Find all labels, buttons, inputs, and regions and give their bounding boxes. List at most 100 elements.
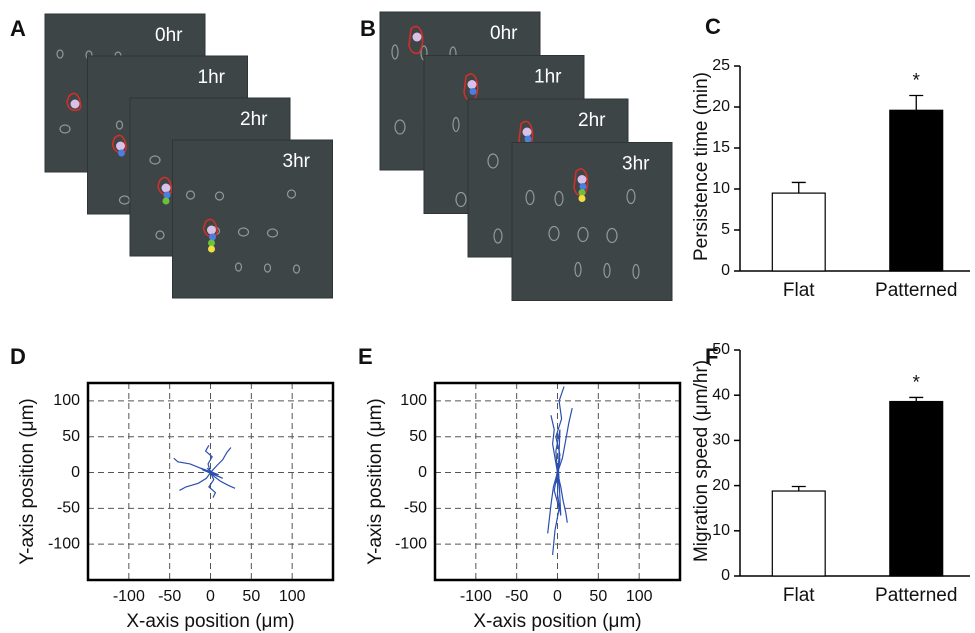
cell [266, 228, 279, 238]
time-label: 1hr [198, 67, 226, 88]
time-label: 3hr [622, 154, 650, 175]
bar [771, 192, 826, 272]
track-dot [162, 197, 170, 205]
cell [185, 190, 196, 200]
cell [237, 227, 250, 237]
cell [574, 261, 582, 278]
bar [771, 490, 826, 577]
y-tick-label: 40 [712, 386, 730, 403]
y-tick-label: 50 [409, 428, 427, 445]
panel-label: B [360, 16, 376, 41]
plot-frame [86, 381, 335, 582]
track-dot [579, 183, 587, 190]
panel-label: D [10, 344, 26, 369]
cell [452, 116, 460, 133]
cell [263, 263, 272, 273]
y-tick-label: 0 [721, 262, 730, 279]
trajectory [179, 472, 211, 491]
x-tick-label: -100 [113, 588, 145, 605]
track-dot [207, 225, 216, 235]
micrograph-frame [172, 139, 333, 299]
track-dot [412, 32, 422, 42]
time-label: 0hr [490, 23, 518, 44]
time-label: 3hr [283, 151, 311, 172]
cell [606, 227, 618, 244]
cell [149, 155, 161, 165]
x-axis-label: X-axis position (μm) [473, 611, 641, 632]
track-dot [524, 135, 532, 143]
track-dot [161, 183, 171, 193]
cell [292, 264, 301, 274]
track-dot [577, 175, 587, 184]
y-tick-label: 15 [712, 139, 730, 156]
trajectory [555, 429, 562, 516]
y-tick-label: 0 [721, 567, 730, 584]
x-tick-label: 100 [626, 588, 653, 605]
y-tick-label: -100 [48, 535, 80, 552]
cell-outline [408, 25, 424, 55]
track-dot [70, 99, 80, 109]
y-tick-label: 10 [712, 180, 730, 197]
error-bar [909, 396, 924, 402]
x-tick-label: 100 [279, 588, 306, 605]
cell [214, 191, 225, 201]
cell [155, 230, 165, 240]
y-tick-label: 10 [712, 522, 730, 539]
track-dot [118, 149, 125, 157]
y-tick-label: 0 [71, 464, 80, 481]
cell [455, 191, 467, 208]
cell [603, 262, 611, 279]
error-bar [791, 485, 806, 492]
time-label: 2hr [578, 110, 606, 131]
cell [577, 226, 589, 243]
trajectory [550, 415, 559, 473]
cell [59, 124, 71, 134]
trajectory [547, 472, 559, 534]
track-dot [209, 233, 216, 241]
x-tick-label: Flat [783, 585, 815, 606]
y-tick-label: -100 [395, 535, 427, 552]
cell [487, 153, 499, 169]
cell [626, 188, 636, 205]
trajectory [555, 386, 565, 473]
y-axis-label: Y-axis position (μm) [17, 398, 38, 565]
x-tick-label: Patterned [875, 280, 957, 301]
x-tick-label: -50 [158, 588, 181, 605]
track-dot [467, 80, 477, 89]
panel-label: E [358, 344, 373, 369]
time-label: 0hr [155, 25, 183, 46]
y-tick-label: 20 [712, 477, 730, 494]
cell [493, 228, 503, 244]
y-axis-label: Y-axis position (μm) [365, 398, 386, 565]
y-tick-label: 0 [418, 464, 427, 481]
trajectory [210, 447, 232, 473]
x-tick-label: Patterned [875, 585, 957, 606]
y-tick-label: 30 [712, 432, 730, 449]
time-label: 1hr [534, 67, 562, 88]
error-bar [909, 94, 924, 111]
trajectory [556, 407, 573, 473]
cell-outline [573, 168, 589, 197]
plot-frame [433, 381, 682, 582]
x-tick-label: -100 [460, 588, 492, 605]
trajectory [200, 467, 223, 479]
y-tick-label: 50 [712, 341, 730, 358]
y-tick-label: 20 [712, 98, 730, 115]
x-tick-label: 0 [553, 588, 562, 605]
cell [391, 44, 399, 60]
cell [548, 225, 560, 242]
bar [889, 109, 944, 272]
x-tick-label: -50 [505, 588, 528, 605]
significance-mark: * [913, 71, 921, 92]
track-dot [208, 245, 215, 253]
panel-label: F [705, 344, 718, 369]
cell [554, 190, 564, 207]
cell-outline [463, 73, 479, 102]
trajectory [204, 445, 213, 473]
y-axis-label: Persistence time (min) [691, 72, 712, 261]
track-dot [522, 127, 532, 137]
track-dot [578, 195, 586, 202]
micrograph-frame [511, 142, 673, 301]
y-tick-label: -50 [404, 500, 427, 517]
y-axis-label: Migration speed (μm/hr) [691, 360, 712, 562]
